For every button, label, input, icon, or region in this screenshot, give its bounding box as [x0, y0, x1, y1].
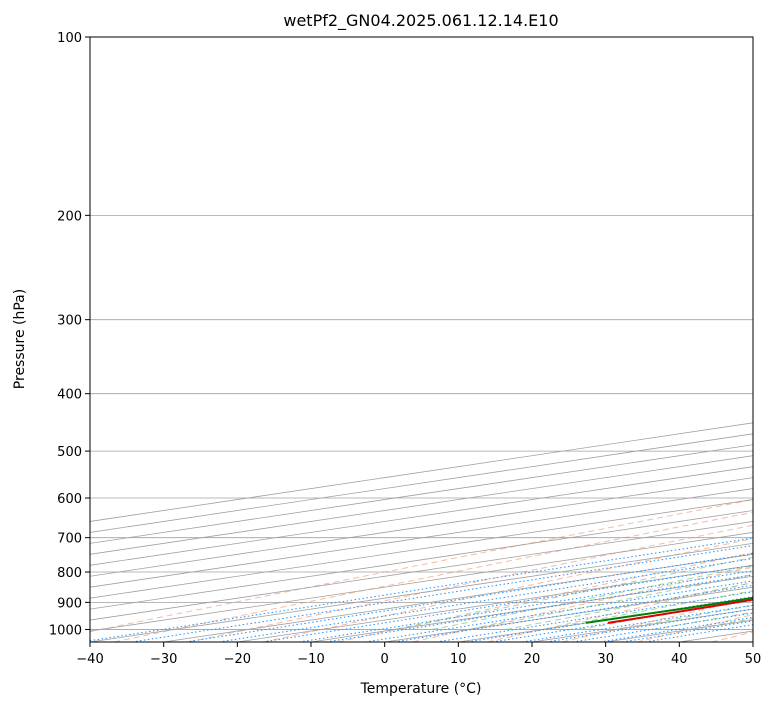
x-tick-label: 50	[745, 652, 762, 667]
x-tick-label: −40	[76, 652, 103, 667]
y-tick-label: 1000	[49, 623, 82, 638]
mixing-ratio-line	[90, 537, 753, 642]
x-tick-label: −20	[224, 652, 251, 667]
y-tick-label: 900	[57, 596, 82, 611]
mixing-ratio-line	[218, 558, 753, 642]
isotherm-line	[752, 641, 753, 642]
x-tick-label: 10	[450, 652, 467, 667]
isotherm-line	[90, 521, 753, 621]
isotherm-line	[90, 510, 753, 610]
isotherm-line	[90, 477, 753, 577]
plot-frame	[89, 36, 754, 643]
mixing-ratio-line	[522, 604, 753, 642]
y-tick-label: 700	[57, 532, 82, 547]
isotherm-line	[90, 488, 753, 588]
y-tick-label: 800	[57, 566, 82, 581]
x-tick-label: 0	[381, 652, 389, 667]
dry-adiabat	[188, 524, 753, 642]
dry-adiabat	[487, 581, 753, 642]
isotherm-line	[90, 455, 753, 555]
moist-adiabat	[505, 582, 753, 630]
isotherm-line	[90, 444, 753, 544]
moist-adiabat	[469, 573, 753, 630]
x-tick-label: −30	[150, 652, 177, 667]
mixing-ratio-line	[185, 553, 753, 642]
y-tick-label: 600	[57, 492, 82, 507]
mixing-ratio-line	[572, 612, 753, 642]
x-tick-label: 30	[597, 652, 614, 667]
grid-layer	[90, 37, 753, 642]
mixing-ratio-line	[546, 608, 753, 642]
y-tick-label: 200	[57, 209, 82, 224]
isotherm-line	[90, 532, 753, 632]
dry-adiabat	[412, 566, 753, 642]
mixing-ratio-line	[599, 616, 753, 642]
dry-adiabat	[263, 538, 753, 642]
y-axis-title: Pressure (hPa)	[12, 289, 28, 389]
plot-background	[90, 37, 753, 642]
x-axis-title: Temperature (°C)	[360, 681, 482, 697]
isotherm-line	[90, 466, 753, 566]
chart-title: wetPf2_GN04.2025.061.12.14.E10	[283, 11, 558, 31]
y-tick-label: 100	[57, 31, 82, 46]
axes-layer: −40 −30 −20 −10 0 10 20 30 40 50 100 200 300 400 500 60…	[49, 31, 761, 667]
y-tick-label: 300	[57, 314, 82, 329]
y-tick-label: 400	[57, 388, 82, 403]
x-tick-label: −10	[297, 652, 324, 667]
x-tick-label: 20	[524, 652, 541, 667]
dry-adiabat	[90, 499, 753, 633]
mixing-ratio-line	[131, 545, 753, 642]
y-tick-label: 500	[57, 445, 82, 460]
x-tick-label: 40	[671, 652, 688, 667]
isotherm-line	[90, 499, 753, 599]
